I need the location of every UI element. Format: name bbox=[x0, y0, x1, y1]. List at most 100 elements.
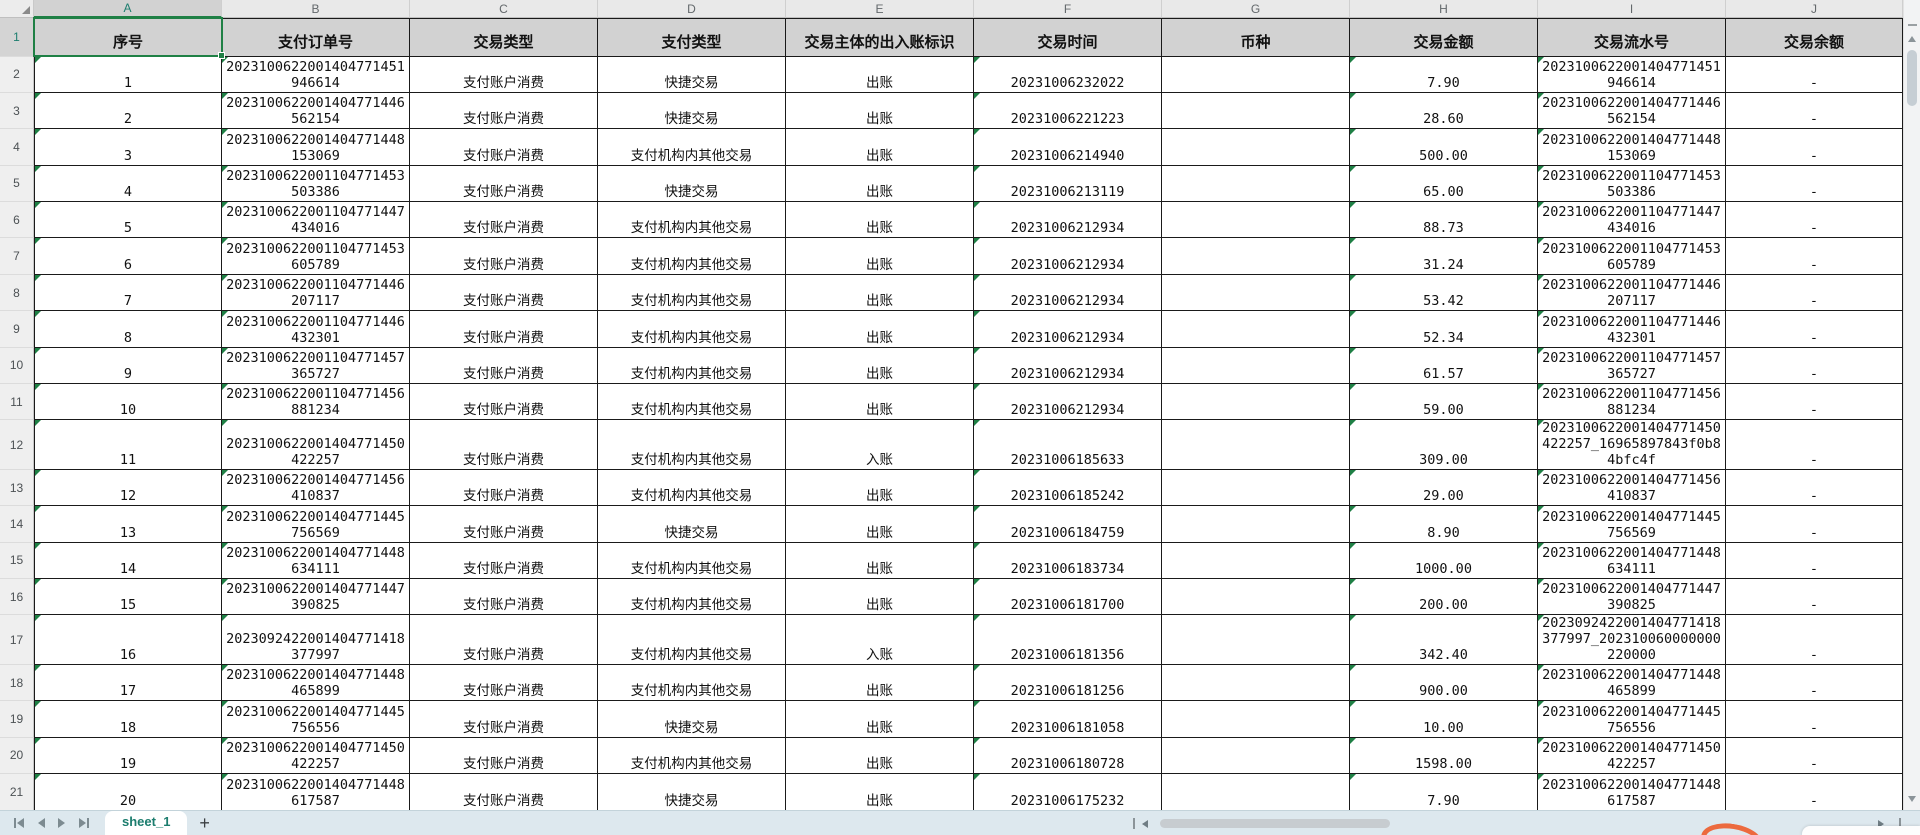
cell-order_no[interactable]: 2023100622001104771446432301 bbox=[222, 311, 410, 348]
cell-serial_no[interactable]: 2023100622001104771446432301 bbox=[1538, 311, 1726, 348]
cell-amount[interactable]: 31.24 bbox=[1350, 238, 1538, 275]
cell-inout[interactable]: 出账 bbox=[786, 238, 974, 275]
cell-inout[interactable]: 出账 bbox=[786, 274, 974, 312]
horizontal-split-handle-right[interactable] bbox=[1899, 818, 1901, 829]
cell-inout[interactable]: 出账 bbox=[786, 347, 974, 385]
cell-time[interactable]: 20231006214940 bbox=[974, 129, 1162, 166]
header-cell[interactable]: 交易余额 bbox=[1726, 18, 1903, 57]
cell-serial_no[interactable]: 2023100622001404771456410837 bbox=[1538, 469, 1726, 507]
cell-balance[interactable]: - bbox=[1726, 701, 1903, 738]
cell-tx_type[interactable]: 支付账户消费 bbox=[410, 238, 598, 275]
cell-currency[interactable] bbox=[1162, 469, 1350, 507]
cell-time[interactable]: 20231006185242 bbox=[974, 469, 1162, 507]
cell-time[interactable]: 20231006232022 bbox=[974, 56, 1162, 93]
cell-inout[interactable]: 出账 bbox=[786, 579, 974, 616]
header-cell[interactable]: 交易金额 bbox=[1350, 18, 1538, 57]
cell-currency[interactable] bbox=[1162, 129, 1350, 166]
cell-tx_type[interactable]: 支付账户消费 bbox=[410, 664, 598, 702]
cell-inout[interactable]: 出账 bbox=[786, 469, 974, 507]
cell-balance[interactable]: - bbox=[1726, 238, 1903, 275]
cell-pay_type[interactable]: 支付机构内其他交易 bbox=[598, 384, 786, 421]
row-header[interactable]: 13 bbox=[0, 469, 34, 507]
cell-serial_no[interactable]: 2023100622001404771445756569 bbox=[1538, 506, 1726, 543]
cell-seq[interactable]: 18 bbox=[34, 701, 222, 738]
select-all-corner[interactable] bbox=[0, 0, 34, 18]
cell-pay_type[interactable]: 支付机构内其他交易 bbox=[598, 420, 786, 470]
cell-seq[interactable]: 9 bbox=[34, 347, 222, 385]
cell-serial_no[interactable]: 2023100622001104771457365727 bbox=[1538, 347, 1726, 385]
cell-order_no[interactable]: 2023100622001104771456881234 bbox=[222, 384, 410, 421]
cell-order_no[interactable]: 2023100622001104771457365727 bbox=[222, 347, 410, 385]
first-sheet-icon[interactable] bbox=[14, 817, 26, 829]
row-header[interactable]: 19 bbox=[0, 701, 34, 738]
row-header[interactable]: 20 bbox=[0, 737, 34, 775]
cell-balance[interactable]: - bbox=[1726, 506, 1903, 543]
cell-inout[interactable]: 出账 bbox=[786, 165, 974, 203]
add-sheet-button[interactable]: + bbox=[199, 813, 210, 833]
cell-amount[interactable]: 88.73 bbox=[1350, 202, 1538, 239]
cell-inout[interactable]: 出账 bbox=[786, 384, 974, 421]
cell-amount[interactable]: 10.00 bbox=[1350, 701, 1538, 738]
cell-tx_type[interactable]: 支付账户消费 bbox=[410, 311, 598, 348]
cell-serial_no[interactable]: 2023100622001104771453605789 bbox=[1538, 238, 1726, 275]
cell-pay_type[interactable]: 支付机构内其他交易 bbox=[598, 664, 786, 702]
header-cell[interactable]: 交易时间 bbox=[974, 18, 1162, 57]
cell-order_no[interactable]: 2023100622001404771448153069 bbox=[222, 129, 410, 166]
cell-balance[interactable]: - bbox=[1726, 202, 1903, 239]
column-header-D[interactable]: D bbox=[598, 0, 786, 18]
column-header-H[interactable]: H bbox=[1350, 0, 1538, 18]
cell-tx_type[interactable]: 支付账户消费 bbox=[410, 202, 598, 239]
row-header[interactable]: 3 bbox=[0, 92, 34, 130]
column-header-F[interactable]: F bbox=[974, 0, 1162, 18]
cell-serial_no[interactable]: 2023100622001104771447434016 bbox=[1538, 202, 1726, 239]
header-cell[interactable]: 支付类型 bbox=[598, 18, 786, 57]
row-header[interactable]: 15 bbox=[0, 542, 34, 580]
row-header[interactable]: 12 bbox=[0, 420, 34, 470]
cell-pay_type[interactable]: 支付机构内其他交易 bbox=[598, 542, 786, 580]
cell-seq[interactable]: 10 bbox=[34, 384, 222, 421]
cell-pay_type[interactable]: 支付机构内其他交易 bbox=[598, 579, 786, 616]
header-cell[interactable]: 币种 bbox=[1162, 18, 1350, 57]
cell-seq[interactable]: 16 bbox=[34, 615, 222, 665]
cell-seq[interactable]: 4 bbox=[34, 165, 222, 203]
cell-serial_no[interactable]: 2023100622001404771451946614 bbox=[1538, 56, 1726, 93]
cell-serial_no[interactable]: 2023100622001404771450422257_16965897843… bbox=[1538, 420, 1726, 470]
cell-amount[interactable]: 52.34 bbox=[1350, 311, 1538, 348]
cell-balance[interactable]: - bbox=[1726, 311, 1903, 348]
cell-order_no[interactable]: 2023100622001104771453503386 bbox=[222, 165, 410, 203]
cell-currency[interactable] bbox=[1162, 92, 1350, 130]
cell-currency[interactable] bbox=[1162, 615, 1350, 665]
cell-order_no[interactable]: 2023100622001404771446562154 bbox=[222, 92, 410, 130]
cell-serial_no[interactable]: 2023100622001404771446562154 bbox=[1538, 92, 1726, 130]
cell-amount[interactable]: 7.90 bbox=[1350, 56, 1538, 93]
column-header-B[interactable]: B bbox=[222, 0, 410, 18]
cell-order_no[interactable]: 2023100622001404771450422257 bbox=[222, 737, 410, 775]
cell-currency[interactable] bbox=[1162, 737, 1350, 775]
cell-order_no[interactable]: 2023100622001404771448465899 bbox=[222, 664, 410, 702]
cell-time[interactable]: 20231006212934 bbox=[974, 238, 1162, 275]
cell-tx_type[interactable]: 支付账户消费 bbox=[410, 56, 598, 93]
cell-seq[interactable]: 1 bbox=[34, 56, 222, 93]
cell-seq[interactable]: 3 bbox=[34, 129, 222, 166]
cell-currency[interactable] bbox=[1162, 202, 1350, 239]
cell-time[interactable]: 20231006212934 bbox=[974, 202, 1162, 239]
cell-time[interactable]: 20231006212934 bbox=[974, 311, 1162, 348]
cell-amount[interactable]: 28.60 bbox=[1350, 92, 1538, 130]
cell-inout[interactable]: 入账 bbox=[786, 615, 974, 665]
cell-seq[interactable]: 5 bbox=[34, 202, 222, 239]
cell-pay_type[interactable]: 快捷交易 bbox=[598, 506, 786, 543]
row-header[interactable]: 5 bbox=[0, 165, 34, 203]
cell-amount[interactable]: 8.90 bbox=[1350, 506, 1538, 543]
cell-tx_type[interactable]: 支付账户消费 bbox=[410, 420, 598, 470]
cell-amount[interactable]: 53.42 bbox=[1350, 274, 1538, 312]
cell-seq[interactable]: 14 bbox=[34, 542, 222, 580]
row-header[interactable]: 4 bbox=[0, 129, 34, 166]
column-header-J[interactable]: J bbox=[1726, 0, 1903, 18]
cell-seq[interactable]: 20 bbox=[34, 774, 222, 811]
cell-seq[interactable]: 8 bbox=[34, 311, 222, 348]
cell-seq[interactable]: 6 bbox=[34, 238, 222, 275]
cell-balance[interactable]: - bbox=[1726, 737, 1903, 775]
cell-inout[interactable]: 出账 bbox=[786, 56, 974, 93]
row-header[interactable]: 10 bbox=[0, 347, 34, 385]
cell-serial_no[interactable]: 2023100622001404771448634111 bbox=[1538, 542, 1726, 580]
